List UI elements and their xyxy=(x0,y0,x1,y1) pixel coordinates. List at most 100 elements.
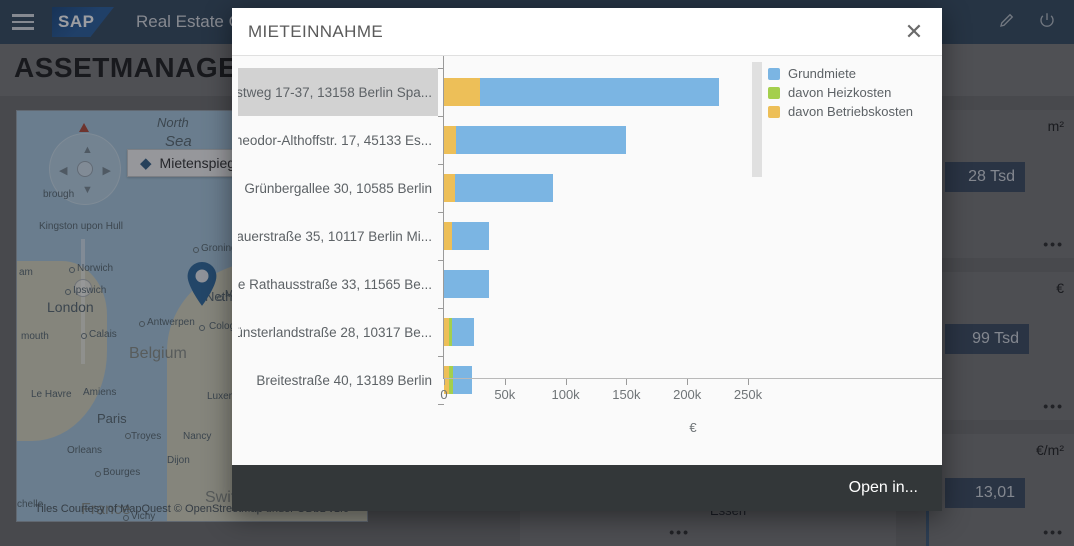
map-label-paris: Paris xyxy=(97,411,127,426)
chart-bar-row[interactable] xyxy=(444,212,942,260)
chart-y-tick xyxy=(438,68,444,69)
chart-legend: Grundmiete davon Heizkosten davon Betriebs… xyxy=(768,64,936,121)
map-city-dot xyxy=(193,247,199,253)
chart-scrollbar[interactable] xyxy=(752,62,762,369)
map-pan-center[interactable] xyxy=(77,161,93,177)
kpi-more-icon[interactable]: ••• xyxy=(1043,398,1064,414)
chart-category-label[interactable]: Breitestraße 40, 13189 Berlin xyxy=(256,372,432,388)
kpi-unit: m² xyxy=(1047,118,1064,134)
map-city-dot xyxy=(123,515,129,521)
pencil-icon[interactable] xyxy=(998,11,1016,34)
chart-y-tick xyxy=(438,356,444,357)
chart-scrollbar-thumb[interactable] xyxy=(752,62,762,177)
chart-bar-segment[interactable] xyxy=(454,174,554,202)
map-label-sea: Sea xyxy=(165,133,192,150)
map-label-belgium: Belgium xyxy=(129,345,187,362)
map-city-dot xyxy=(95,471,101,477)
map-label-dijon: Dijon xyxy=(167,455,190,466)
chart-category-label[interactable]: Westweg 17-37, 13158 Berlin Spa... xyxy=(238,68,438,116)
chart-legend-item[interactable]: davon Heizkosten xyxy=(768,83,936,102)
close-icon[interactable]: ✕ xyxy=(904,18,924,44)
power-icon[interactable] xyxy=(1038,11,1056,34)
chart-category-label[interactable]: Grünbergallee 30, 10585 Berlin xyxy=(244,180,432,196)
chart-x-tick xyxy=(626,379,628,385)
kpi-more-icon[interactable]: ••• xyxy=(669,524,690,540)
map-zoom-slider-track[interactable] xyxy=(81,239,85,364)
chart-bar-segment[interactable] xyxy=(451,318,475,346)
mietenspiegel-label: Mietenspiegel xyxy=(159,155,246,171)
chart-bar-segment[interactable] xyxy=(444,270,489,298)
chart-bar-segment[interactable] xyxy=(444,174,455,202)
chart-category-axis: Westweg 17-37, 13158 Berlin Spa... Theodo… xyxy=(232,56,444,388)
chart-category-label[interactable]: Theodor-Althoffstr. 17, 45133 Es... xyxy=(238,132,432,148)
map-city-dot xyxy=(217,295,223,301)
mieteinnahme-dialog: MIETEINNAHME ✕ Westweg 17-37, 13158 Berl… xyxy=(232,8,942,511)
chart-bar-row[interactable] xyxy=(444,68,942,116)
map-pan-right-icon[interactable]: ▶ xyxy=(102,165,111,177)
chart-category-label[interactable]: Münsterlandstraße 28, 10317 Be... xyxy=(238,324,432,340)
chart-bar-row[interactable] xyxy=(444,164,942,212)
chart-bar-row[interactable] xyxy=(444,308,942,356)
hamburger-icon[interactable] xyxy=(12,14,34,30)
chart-y-tick xyxy=(438,404,444,405)
map-label-mouth: mouth xyxy=(21,331,49,342)
kpi-tile-area[interactable]: m² 28 Tsd ••• xyxy=(926,110,1074,258)
map-label-cologne: Cologne xyxy=(209,321,247,332)
chart-y-tick xyxy=(438,308,444,309)
chart-bar-segment[interactable] xyxy=(451,222,489,250)
chart-bar-segment[interactable] xyxy=(444,318,449,346)
chart-legend-item[interactable]: davon Betriebskosten xyxy=(768,102,936,121)
chart-x-tick-label: 0 xyxy=(440,387,448,402)
map-label-troyes: Troyes xyxy=(131,431,162,442)
kpi-value: 28 Tsd xyxy=(945,162,1025,192)
chart-x-tick-label: 100k xyxy=(551,387,580,402)
chart-bar-segment[interactable] xyxy=(444,78,481,106)
chart-x-tick xyxy=(504,379,506,385)
map-label-amiens: Amiens xyxy=(83,387,117,398)
mieteinnahme-chart: Westweg 17-37, 13158 Berlin Spa... Theodo… xyxy=(232,56,942,465)
map-pan-control[interactable]: ▲ ▼ ◀ ▶ xyxy=(49,133,121,205)
chart-bar-row[interactable] xyxy=(444,260,942,308)
chart-bar-segment[interactable] xyxy=(452,366,472,394)
map-pan-left-icon[interactable]: ◀ xyxy=(59,165,68,177)
kpi-tile-rent-per-sqm[interactable]: €/m² 13,01 ••• xyxy=(926,434,1074,546)
open-in-button[interactable]: Open in... xyxy=(848,479,918,496)
chart-bar-segment[interactable] xyxy=(448,318,452,346)
chart-x-tick-label: 250k xyxy=(733,387,763,402)
shell-actions xyxy=(998,11,1062,34)
app-title: Real Estate Coc xyxy=(136,12,259,31)
map-location-pin-icon[interactable] xyxy=(185,261,219,307)
chart-legend-swatch xyxy=(768,105,780,118)
chart-bar-segment[interactable] xyxy=(444,126,457,154)
chart-bar-segment[interactable] xyxy=(456,126,627,154)
chart-x-axis-line xyxy=(444,378,942,379)
kpi-tile-rent[interactable]: € 99 Tsd ••• xyxy=(926,272,1074,420)
chart-bar-segment[interactable] xyxy=(444,366,450,394)
chart-category-label[interactable]: Alte Rathausstraße 33, 11565 Be... xyxy=(238,276,432,292)
map-label-france: France xyxy=(81,501,131,518)
map-label-brough: brough xyxy=(43,189,75,200)
map-city-dot xyxy=(69,267,75,273)
sap-logo-text: SAP xyxy=(58,12,95,31)
layers-icon: ◆ xyxy=(140,154,152,172)
chart-category-label[interactable]: Mauerstraße 35, 10117 Berlin Mi... xyxy=(238,228,432,244)
dialog-title: MIETEINNAHME xyxy=(248,21,384,41)
map-pan-down-icon[interactable]: ▼ xyxy=(82,184,93,196)
map-pan-up-icon[interactable]: ▲ xyxy=(82,144,93,156)
chart-bar-row[interactable] xyxy=(444,356,942,404)
chart-bar-segment[interactable] xyxy=(449,366,453,394)
chart-bar-row[interactable] xyxy=(444,116,942,164)
kpi-more-icon[interactable]: ••• xyxy=(1043,236,1064,252)
chart-legend-swatch xyxy=(768,67,780,80)
map-label-hull: Kingston upon Hull xyxy=(39,221,123,232)
chart-bar-segment[interactable] xyxy=(480,78,719,106)
map-zoom-slider-knob[interactable] xyxy=(74,279,92,297)
chart-legend-item[interactable]: Grundmiete xyxy=(768,64,936,83)
map-label-ipswich: Ipswich xyxy=(73,285,107,296)
chart-legend-label: davon Betriebskosten xyxy=(788,104,914,119)
kpi-more-icon[interactable]: ••• xyxy=(1043,524,1064,540)
chart-bar-segment[interactable] xyxy=(444,222,452,250)
chart-x-tick xyxy=(565,379,567,385)
chart-x-axis-title: € xyxy=(689,420,697,435)
chart-x-tick-label: 150k xyxy=(612,387,641,402)
